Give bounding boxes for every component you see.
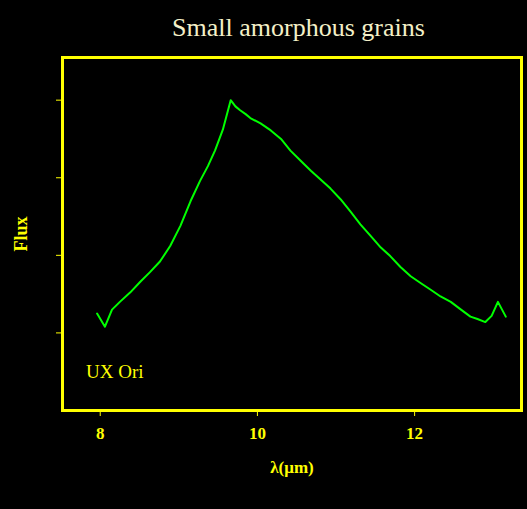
svg-text:Flux: Flux [11, 216, 31, 251]
svg-text:UX Ori: UX Ori [86, 361, 144, 382]
svg-text:12: 12 [406, 424, 423, 443]
svg-text:8: 8 [96, 424, 105, 443]
html-text:Small amorphous grains: Small amorphous grains [172, 13, 425, 42]
svg-text:10: 10 [249, 424, 266, 443]
svg-text:λ(μm): λ(μm) [270, 458, 313, 477]
